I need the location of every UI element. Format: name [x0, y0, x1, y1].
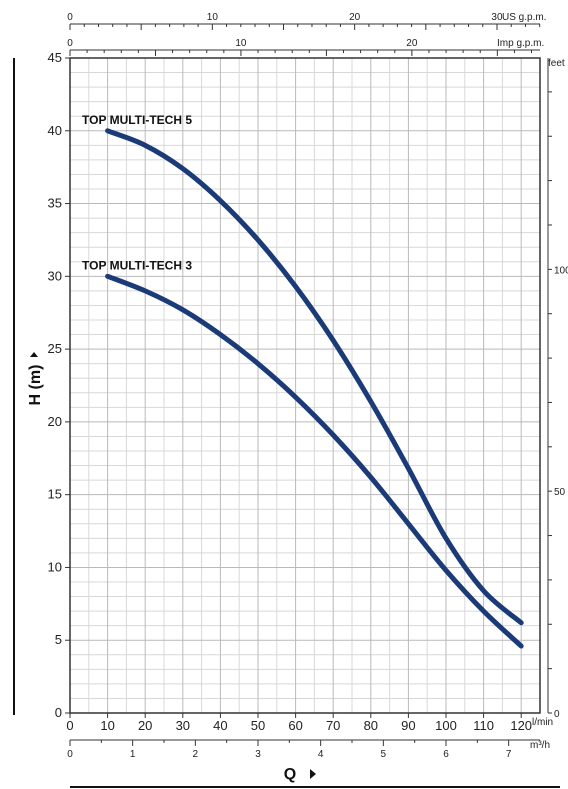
x-tick-label: 30 [176, 718, 190, 733]
plot-frame [69, 57, 541, 714]
curve-labels: TOP MULTI-TECH 5 TOP MULTI-TECH 3 [82, 113, 192, 273]
m3h-tick-label: 2 [193, 749, 199, 760]
x-unit-label: l/min [532, 717, 553, 728]
feet-tick-label: 50 [554, 487, 566, 498]
y-axis-feet: 0 50 100 feet [547, 58, 568, 720]
x-axis-title: Q [284, 766, 296, 783]
curve-label-series-2: TOP MULTI-TECH 3 [82, 258, 192, 272]
imp-unit-label: Imp g.p.m. [497, 38, 544, 49]
x-axis-us-gpm: 0 10 20 30 US g.p.m. [67, 12, 546, 30]
m3h-tick-label: 0 [67, 749, 73, 760]
m3h-tick-label: 1 [130, 749, 136, 760]
x-tick-label: 90 [401, 718, 415, 733]
x-tick-label: 100 [435, 718, 457, 733]
y-axis-m: 0 5 10 15 20 25 30 35 40 45 [48, 50, 70, 720]
us-tick-label: 0 [67, 12, 73, 23]
y-tick-label: 40 [48, 123, 62, 138]
x-tick-label: 110 [473, 718, 494, 733]
x-axis-m3h: 0 1 2 3 4 5 6 7 m³/h [67, 739, 550, 760]
y-tick-label: 10 [48, 559, 62, 574]
y-axis-arrow-icon [30, 352, 38, 357]
y-tick-label: 0 [55, 705, 62, 720]
m3h-tick-label: 6 [443, 749, 449, 760]
curve-series-2 [105, 273, 524, 649]
imp-tick-label: 0 [67, 38, 73, 49]
m3h-unit-label: m³/h [530, 740, 550, 751]
feet-unit-label: feet [548, 58, 565, 69]
x-axis-lpm: 0 10 20 30 40 50 60 70 80 90 100 110 120 l/min [66, 713, 553, 733]
us-tick-label: 10 [207, 12, 219, 23]
performance-curves [105, 128, 524, 649]
x-tick-label: 70 [326, 718, 340, 733]
minor-gridlines [70, 58, 541, 713]
y-tick-label: 25 [48, 341, 62, 356]
y-tick-label: 5 [55, 632, 62, 647]
m3h-tick-label: 5 [381, 749, 387, 760]
us-unit-label: US g.p.m. [502, 12, 546, 23]
y-tick-label: 30 [48, 268, 62, 283]
curve-series-1 [105, 128, 524, 626]
m3h-tick-label: 3 [255, 749, 261, 760]
y-tick-label: 20 [48, 414, 62, 429]
x-tick-label: 20 [138, 718, 152, 733]
x-axis-imp-gpm: 0 10 20 Imp g.p.m. [67, 38, 544, 56]
x-tick-label: 0 [66, 718, 73, 733]
x-axis-arrow-icon [310, 769, 316, 779]
x-tick-label: 40 [213, 718, 227, 733]
major-gridlines [69, 57, 540, 714]
x-tick-label: 10 [100, 718, 114, 733]
y-axis-title: H (m) [27, 365, 44, 406]
y-tick-label: 15 [48, 487, 62, 502]
y-tick-label: 45 [48, 50, 62, 65]
curve-label-series-1: TOP MULTI-TECH 5 [82, 113, 192, 127]
m3h-tick-label: 7 [506, 749, 512, 760]
m3h-tick-label: 4 [318, 749, 324, 760]
x-tick-label: 60 [288, 718, 302, 733]
imp-tick-label: 10 [235, 38, 247, 49]
us-tick-label: 30 [491, 12, 503, 23]
imp-tick-label: 20 [406, 38, 418, 49]
x-tick-label: 50 [251, 718, 265, 733]
axis-titles: H (m) Q [13, 58, 560, 788]
y-axis-title-group: H (m) [27, 352, 44, 405]
us-tick-label: 20 [349, 12, 361, 23]
feet-tick-label: 100 [554, 265, 568, 276]
x-tick-label: 80 [364, 718, 378, 733]
x-tick-label: 120 [510, 718, 532, 733]
y-tick-label: 35 [48, 196, 62, 211]
feet-tick-label: 0 [554, 709, 560, 720]
